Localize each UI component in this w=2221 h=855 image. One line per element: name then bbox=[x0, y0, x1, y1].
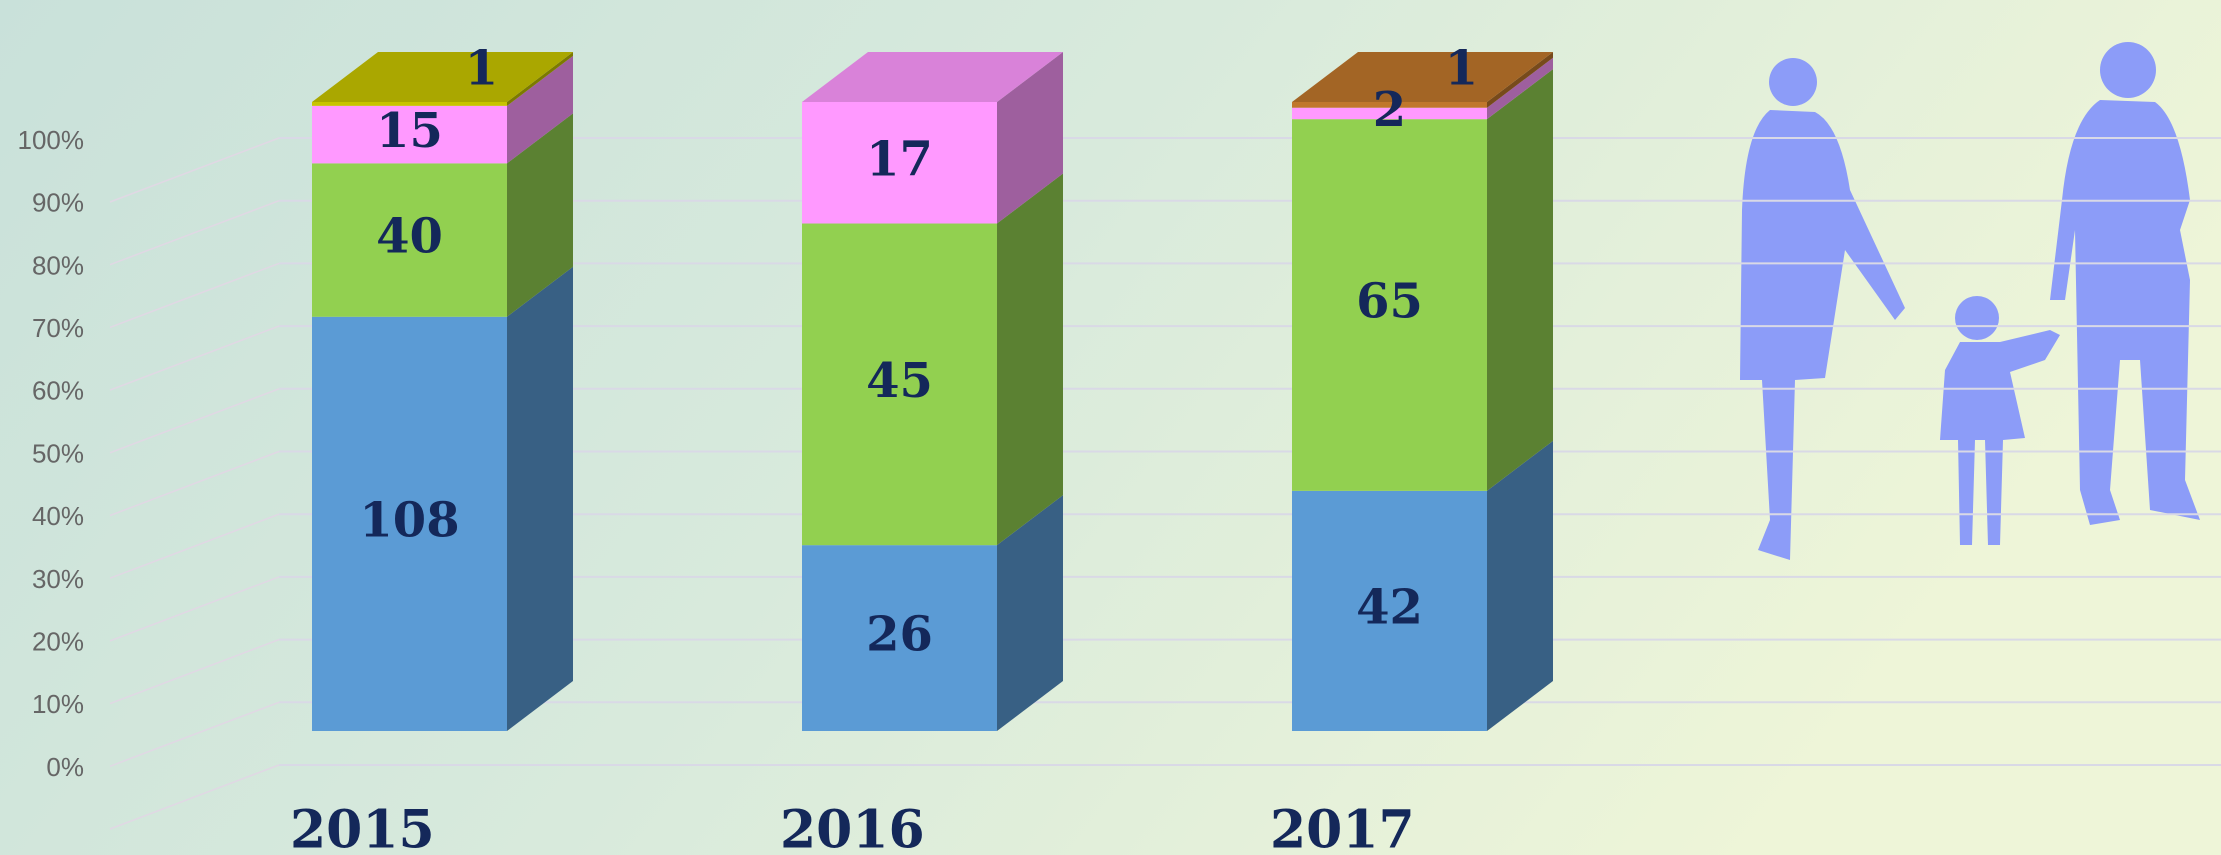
data-label: 40 bbox=[376, 209, 443, 265]
y-tick-label: 20% bbox=[32, 626, 84, 656]
bar-segment bbox=[802, 102, 997, 224]
floor-line bbox=[109, 262, 280, 329]
bar-side bbox=[997, 173, 1063, 546]
y-tick-label: 0% bbox=[46, 752, 84, 782]
floor-line bbox=[109, 576, 280, 642]
floor-line bbox=[109, 701, 280, 768]
data-label: 17 bbox=[866, 131, 933, 187]
floor-line bbox=[109, 513, 280, 579]
data-label: 1 bbox=[465, 41, 498, 97]
bar-side bbox=[997, 495, 1063, 731]
floor-line bbox=[109, 450, 280, 517]
x-tick-label: 2015 bbox=[290, 800, 435, 855]
bar-side bbox=[507, 266, 573, 731]
data-label: 15 bbox=[376, 103, 443, 159]
bar-top bbox=[802, 52, 1063, 102]
x-tick-label: 2017 bbox=[1270, 800, 1415, 855]
data-label: 1 bbox=[1445, 41, 1478, 97]
floor-line bbox=[109, 137, 280, 203]
data-label: 42 bbox=[1356, 579, 1423, 635]
bar-segment bbox=[802, 545, 997, 731]
bar-segment bbox=[1292, 119, 1487, 491]
y-tick-label: 40% bbox=[32, 501, 84, 531]
x-tick-label: 2016 bbox=[780, 800, 925, 855]
bar-top bbox=[1292, 52, 1553, 102]
bar-segment bbox=[312, 163, 507, 317]
bar-segment bbox=[802, 223, 997, 546]
bar-segment bbox=[312, 102, 507, 106]
y-tick-label: 70% bbox=[32, 313, 84, 343]
y-tick-label: 90% bbox=[32, 188, 84, 218]
y-tick-label: 60% bbox=[32, 376, 84, 406]
bar-side bbox=[997, 52, 1063, 224]
data-label: 65 bbox=[1356, 273, 1423, 329]
y-tick-label: 10% bbox=[32, 689, 84, 719]
family-silhouette bbox=[1740, 42, 2200, 560]
y-tick-label: 50% bbox=[32, 438, 84, 468]
floor-line bbox=[109, 764, 280, 830]
bar-side bbox=[507, 55, 573, 164]
floor-line bbox=[109, 325, 280, 391]
bar-segment bbox=[1292, 107, 1487, 120]
data-label: 2 bbox=[1373, 82, 1406, 138]
bar-top bbox=[312, 52, 573, 102]
bar-segment bbox=[312, 316, 507, 731]
y-tick-label: 30% bbox=[32, 564, 84, 594]
bar-segment bbox=[312, 105, 507, 164]
bar-side bbox=[1487, 69, 1553, 491]
floor-line bbox=[109, 388, 280, 454]
bar-side bbox=[1487, 440, 1553, 731]
bar-side bbox=[507, 52, 573, 106]
y-tick-label: 100% bbox=[18, 125, 85, 155]
bar-segment bbox=[1292, 102, 1487, 108]
data-label: 45 bbox=[866, 353, 933, 409]
bar-side bbox=[507, 113, 573, 317]
bar-side bbox=[1487, 57, 1553, 120]
grid: 0% 10% 20% 30% 40% 50% 60% 70% 80% 90% 100% bbox=[18, 125, 2221, 830]
floor-line bbox=[109, 199, 280, 266]
data-label: 108 bbox=[359, 492, 459, 548]
bar-segment bbox=[1292, 490, 1487, 731]
floor-line bbox=[109, 638, 280, 705]
bar-side bbox=[1487, 52, 1553, 108]
data-label: 26 bbox=[866, 607, 933, 663]
y-tick-label: 80% bbox=[32, 250, 84, 280]
